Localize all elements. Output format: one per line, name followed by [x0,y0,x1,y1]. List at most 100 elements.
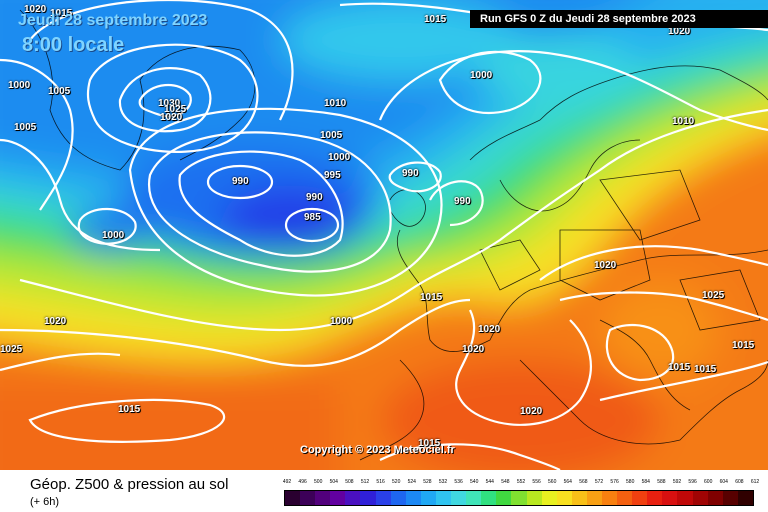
isobar-label: 1015 [420,292,443,303]
isobar-label: 1025 [164,104,187,115]
isobar-label: 1015 [694,364,717,375]
scale-tick-label: 572 [594,479,604,485]
scale-tick-label: 568 [579,479,588,485]
scale-swatch [466,491,482,505]
scale-tick-label: 496 [298,479,307,485]
scale-tick-label: 528 [423,479,432,485]
isobar-label: 1015 [668,362,691,373]
scale-tick-label: 612 [750,479,760,485]
isobar-label: 1000 [328,152,351,163]
scale-swatch [571,491,587,505]
scale-swatch [692,491,708,505]
scale-swatch [662,491,678,505]
scale-swatch [737,491,753,505]
scale-swatch [451,491,467,505]
scale-swatch [285,491,301,505]
isobar-label: 1005 [48,86,71,97]
scale-swatch [511,491,527,505]
scale-swatch [345,491,361,505]
scale-tick-label: 588 [657,479,666,485]
scale-tick-label: 600 [704,479,713,485]
scale-tick-label: 540 [470,479,479,485]
scale-swatch [586,491,602,505]
isobar-label: 1005 [320,130,343,141]
scale-swatch [722,491,738,505]
scale-swatch [541,491,557,505]
scale-tick-label: 556 [532,479,541,485]
scale-tick-label: 592 [672,479,682,485]
isobar-label: 990 [454,196,471,207]
scale-swatch [315,491,331,505]
scale-tick-label: 504 [329,479,338,485]
scale-tick-label: 516 [376,479,385,485]
isobar-label: 1020 [462,344,485,355]
isobar-label: 1010 [324,98,347,109]
color-scale-bar [284,490,754,506]
scale-swatch [617,491,633,505]
isobar-label: 1015 [424,14,447,25]
scale-swatch [405,491,421,505]
scale-tick-label: 520 [392,479,401,485]
isobar-label: 990 [306,192,323,203]
weather-map: 1020 1015 1015 1020 1000 1005 1005 1030 1025 1020… [0,0,768,470]
scale-swatch [420,491,436,505]
isobar-label: 990 [232,176,249,187]
isobar-label: 1015 [118,404,141,415]
isobar-label: 1000 [102,230,125,241]
scale-swatch [390,491,406,505]
isobar-label: 990 [402,168,419,179]
scale-swatch [556,491,572,505]
map-variable-title: Géop. Z500 & pression au sol [30,476,229,493]
scale-swatch [375,491,391,505]
scale-tick-label: 552 [516,479,526,485]
scale-swatch [707,491,723,505]
scale-tick-label: 580 [626,479,635,485]
forecast-offset: (+ 6h) [30,496,60,508]
isobar-label: 1030 [158,98,181,109]
scale-tick-label: 500 [314,479,323,485]
isobar-label: 1025 [702,290,725,301]
scale-tick-label: 548 [501,479,510,485]
isobar-label: 1020 [478,324,501,335]
scale-tick-label: 576 [610,479,619,485]
scale-tick-label: 560 [548,479,557,485]
scale-swatch [647,491,663,505]
scale-swatch [435,491,452,505]
scale-tick-label: 584 [641,479,650,485]
scale-tick-label: 512 [360,479,370,485]
map-canvas [0,0,768,470]
isobar-label: 985 [304,212,321,223]
isobar-label: 1000 [470,70,493,81]
scale-tick-label: 604 [719,479,728,485]
legend-footer: Géop. Z500 & pression au sol (+ 6h) 492 4… [0,470,768,512]
color-scale-ticks: 492 496 500 504 508 512 516 520 524 528 532 536 540 5… [282,479,759,489]
scale-swatch [300,491,316,505]
isobar-label: 1020 [520,406,543,417]
scale-swatch [330,491,346,505]
map-time-title: 8:00 locale [22,34,125,56]
scale-tick-label: 596 [688,479,697,485]
scale-swatch [677,491,693,505]
isobar-label: 1015 [732,340,755,351]
scale-tick-label: 536 [454,479,463,485]
scale-swatch [481,491,497,505]
isobar-label: 1015 [50,8,73,19]
scale-swatch [496,491,512,505]
isobar-label: 1025 [0,344,23,355]
run-info-banner: Run GFS 0 Z du Jeudi 28 septembre 2023 [470,10,768,28]
scale-tick-label: 544 [485,479,494,485]
scale-tick-label: 532 [438,479,448,485]
isobar-label: 1020 [594,260,617,271]
isobar-label: 1000 [330,316,353,327]
scale-tick-label: 508 [345,479,354,485]
coastlines [19,9,768,461]
map-date-title: Jeudi 28 septembre 2023 [18,12,208,29]
isobar-label: 995 [324,170,341,181]
scale-swatch [360,491,376,505]
scale-tick-label: 564 [563,479,572,485]
isobar-label: 1020 [668,26,691,37]
scale-tick-label: 524 [407,479,416,485]
isobar-label: 1005 [14,122,37,133]
scale-tick-label: 492 [282,479,292,485]
isobar-label: 1015 [418,438,441,449]
